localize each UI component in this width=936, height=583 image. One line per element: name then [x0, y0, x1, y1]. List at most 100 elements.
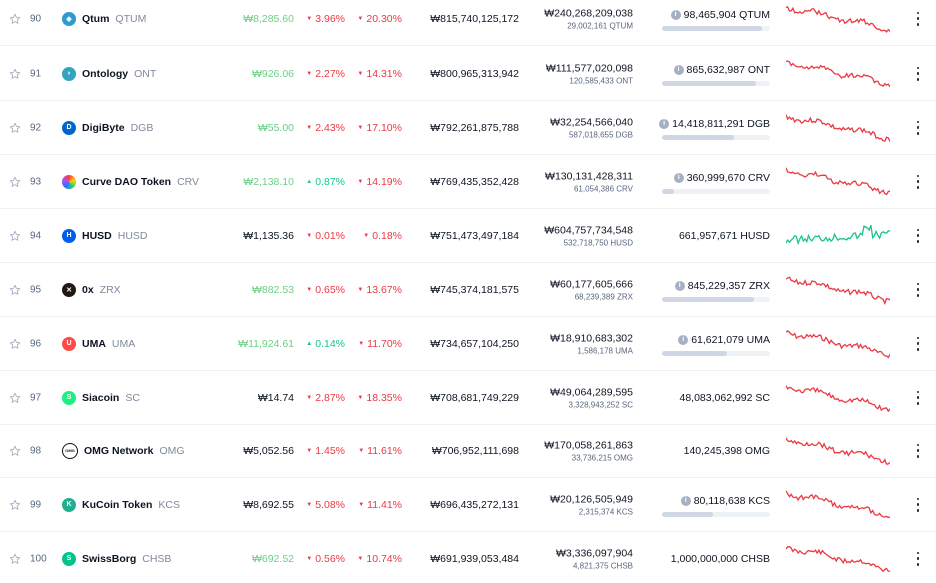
sparkline-7d[interactable]	[786, 1, 890, 37]
table-row[interactable]: 96 U UMA UMA ₩11,924.61 ▲ 0.14% ▼ 11.70% ₩734,657…	[0, 317, 936, 371]
volume-value[interactable]: ₩18,910,683,302	[550, 332, 633, 344]
volume-value[interactable]: ₩111,577,020,098	[545, 62, 633, 74]
more-options-icon[interactable]	[914, 66, 922, 81]
more-options-icon[interactable]	[914, 551, 922, 566]
volume-24h[interactable]: ₩32,254,566,040 587,018,655 DGB	[550, 115, 633, 140]
sparkline-7d[interactable]	[786, 326, 890, 362]
table-row[interactable]: 93 Curve DAO Token CRV ₩2,138.10 ▲ 0.87% ▼ 14.1…	[0, 155, 936, 209]
star-icon[interactable]	[9, 122, 21, 134]
volume-value[interactable]: ₩240,268,209,038	[544, 7, 633, 19]
coin-name[interactable]: Qtum	[82, 12, 110, 25]
table-row[interactable]: 99 K KuCoin Token KCS ₩8,692.55 ▼ 5.08% ▼ 11.41%…	[0, 478, 936, 532]
more-options-icon[interactable]	[914, 120, 922, 135]
star-icon[interactable]	[9, 176, 21, 188]
sparkline-7d[interactable]	[786, 433, 890, 469]
volume-24h[interactable]: ₩3,336,097,904 4,821,375 CHSB	[556, 546, 633, 571]
info-icon[interactable]: i	[680, 495, 691, 506]
volume-24h[interactable]: ₩130,131,428,311 61,054,386 CRV	[545, 169, 633, 194]
price[interactable]: ₩692.52	[251, 552, 294, 565]
info-icon[interactable]: i	[673, 64, 684, 75]
coin-name[interactable]: OMG Network	[84, 444, 154, 457]
coin-name[interactable]: Ontology	[82, 67, 129, 80]
star-icon[interactable]	[9, 499, 21, 511]
coin-name[interactable]: HUSD	[82, 229, 112, 242]
volume-value[interactable]: ₩3,336,097,904	[555, 547, 633, 559]
more-options-icon[interactable]	[914, 282, 922, 297]
price[interactable]: ₩8,285.60	[243, 12, 294, 25]
table-row[interactable]: 100 S SwissBorg CHSB ₩692.52 ▼ 0.56% ▼ 10.74% ₩69…	[0, 532, 936, 583]
star-icon[interactable]	[9, 230, 21, 242]
volume-24h[interactable]: ₩240,268,209,038 29,002,161 QTUM	[544, 6, 633, 31]
table-row[interactable]: 90 ◈ Qtum QTUM ₩8,285.60 ▼ 3.96% ▼ 20.30% ₩815,74…	[0, 0, 936, 46]
price[interactable]: ₩2,138.10	[243, 175, 294, 188]
star-icon[interactable]	[9, 553, 21, 565]
volume-value[interactable]: ₩49,064,289,595	[550, 386, 633, 398]
volume-24h[interactable]: ₩60,177,605,666 68,239,389 ZRX	[550, 277, 633, 302]
volume-24h[interactable]: ₩170,058,261,863 33,736,215 OMG	[544, 438, 633, 463]
coin-link[interactable]: S Siacoin SC	[62, 390, 140, 405]
coin-link[interactable]: H HUSD HUSD	[62, 228, 148, 243]
star-icon[interactable]	[9, 68, 21, 80]
coin-name[interactable]: UMA	[82, 337, 106, 350]
volume-24h[interactable]: ₩111,577,020,098 120,585,433 ONT	[546, 61, 633, 86]
volume-24h[interactable]: ₩20,126,505,949 2,315,374 KCS	[550, 492, 633, 517]
volume-24h[interactable]: ₩604,757,734,548 532,718,750 HUSD	[544, 223, 633, 248]
coin-link[interactable]: S SwissBorg CHSB	[62, 551, 171, 566]
coin-name[interactable]: Siacoin	[82, 391, 120, 404]
info-icon[interactable]: i	[674, 280, 685, 291]
star-icon[interactable]	[9, 13, 21, 25]
coin-link[interactable]: ◗ Ontology ONT	[62, 66, 156, 81]
price[interactable]: ₩882.53	[251, 283, 294, 296]
volume-value[interactable]: ₩60,177,605,666	[550, 278, 633, 290]
info-icon[interactable]: i	[678, 334, 689, 345]
price[interactable]: ₩14.74	[257, 391, 294, 404]
more-options-icon[interactable]	[914, 443, 922, 458]
sparkline-7d[interactable]	[786, 380, 890, 416]
info-icon[interactable]: i	[673, 172, 684, 183]
sparkline-7d[interactable]	[786, 487, 890, 523]
star-icon[interactable]	[9, 338, 21, 350]
star-icon[interactable]	[9, 445, 21, 457]
volume-value[interactable]: ₩604,757,734,548	[544, 224, 633, 236]
price[interactable]: ₩8,692.55	[243, 498, 294, 511]
price[interactable]: ₩55.00	[257, 121, 294, 134]
sparkline-7d[interactable]	[786, 272, 890, 308]
sparkline-7d[interactable]	[786, 164, 890, 200]
coin-name[interactable]: DigiByte	[82, 121, 125, 134]
more-options-icon[interactable]	[914, 390, 922, 405]
more-options-icon[interactable]	[914, 11, 922, 26]
star-icon[interactable]	[9, 284, 21, 296]
table-row[interactable]: 95 ✕ 0x ZRX ₩882.53 ▼ 0.65% ▼ 13.67% ₩745,374,181…	[0, 263, 936, 317]
coin-name[interactable]: SwissBorg	[82, 552, 137, 565]
price[interactable]: ₩1,135.36	[243, 229, 294, 242]
table-row[interactable]: 98 OMG OMG Network OMG ₩5,052.56 ▼ 1.45% ▼ 11.61…	[0, 424, 936, 478]
more-options-icon[interactable]	[914, 228, 922, 243]
volume-value[interactable]: ₩130,131,428,311	[545, 170, 633, 182]
volume-value[interactable]: ₩32,254,566,040	[550, 116, 633, 128]
coin-name[interactable]: 0x	[82, 283, 94, 296]
sparkline-7d[interactable]	[786, 541, 890, 577]
volume-24h[interactable]: ₩18,910,683,302 1,586,178 UMA	[550, 331, 633, 356]
info-icon[interactable]: i	[659, 118, 670, 129]
price[interactable]: ₩926.06	[251, 67, 294, 80]
star-icon[interactable]	[9, 392, 21, 404]
more-options-icon[interactable]	[914, 497, 922, 512]
more-options-icon[interactable]	[914, 174, 922, 189]
price[interactable]: ₩11,924.61	[238, 337, 294, 350]
coin-link[interactable]: D DigiByte DGB	[62, 120, 153, 135]
more-options-icon[interactable]	[914, 336, 922, 351]
table-row[interactable]: 91 ◗ Ontology ONT ₩926.06 ▼ 2.27% ▼ 14.31% ₩800,9…	[0, 47, 936, 101]
volume-value[interactable]: ₩170,058,261,863	[544, 439, 633, 451]
sparkline-7d[interactable]	[786, 218, 890, 254]
table-row[interactable]: 94 H HUSD HUSD ₩1,135.36 ▼ 0.01% ▼ 0.18% ₩751,473…	[0, 209, 936, 263]
info-icon[interactable]: i	[670, 9, 681, 20]
volume-24h[interactable]: ₩49,064,289,595 3,328,943,252 SC	[550, 385, 633, 410]
coin-link[interactable]: OMG OMG Network OMG	[62, 442, 185, 459]
sparkline-7d[interactable]	[786, 110, 890, 146]
price[interactable]: ₩5,052.56	[243, 444, 294, 457]
table-row[interactable]: 97 S Siacoin SC ₩14.74 ▼ 2.87% ▼ 18.35% ₩708,681,…	[0, 371, 936, 425]
volume-value[interactable]: ₩20,126,505,949	[550, 493, 633, 505]
coin-link[interactable]: ✕ 0x ZRX	[62, 282, 121, 297]
table-row[interactable]: 92 D DigiByte DGB ₩55.00 ▼ 2.43% ▼ 17.10% ₩792,26…	[0, 101, 936, 155]
coin-link[interactable]: K KuCoin Token KCS	[62, 497, 180, 512]
